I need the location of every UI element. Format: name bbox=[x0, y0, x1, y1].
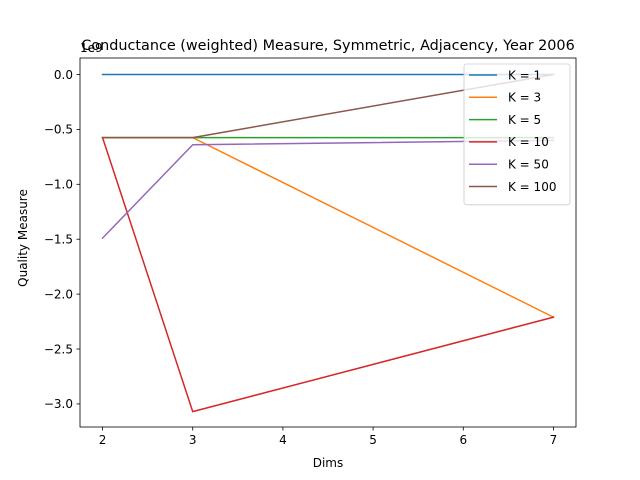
series-line-4 bbox=[101, 139, 555, 240]
y-axis-label: Quality Measure bbox=[16, 189, 30, 287]
y-tick-label: −2.0 bbox=[44, 287, 73, 301]
legend-label-3: K = 10 bbox=[508, 135, 549, 149]
y-tick-label: 0.0 bbox=[54, 68, 73, 82]
chart-title: Conductance (weighted) Measure, Symmetri… bbox=[81, 38, 575, 54]
x-tick-label: 2 bbox=[99, 433, 107, 447]
series-line-5 bbox=[101, 73, 555, 139]
legend: K = 1 K = 3 K = 5 K = 10 K = 50 K = 100 bbox=[463, 63, 571, 206]
x-axis-label: Dims bbox=[313, 456, 344, 470]
y-axis-offset-label: 1e9 bbox=[80, 41, 103, 55]
x-tick-label: 3 bbox=[189, 433, 197, 447]
y-tick-label: −1.0 bbox=[44, 178, 73, 192]
legend-label-1: K = 3 bbox=[508, 91, 541, 105]
plot-area-frame bbox=[79, 57, 577, 428]
y-tick-label: −2.5 bbox=[44, 342, 73, 356]
y-tick-label: −3.0 bbox=[44, 397, 73, 411]
legend-label-2: K = 5 bbox=[508, 113, 541, 127]
legend-label-4: K = 50 bbox=[508, 158, 549, 172]
x-tick-label: 4 bbox=[279, 433, 287, 447]
y-tick-label: −1.5 bbox=[44, 233, 73, 247]
ticks-layer: 2 3 4 5 6 7 0.0 −0.5 −1.0 −1.5 −2.0 −2.5 −3.0 bbox=[44, 68, 557, 447]
series-layer bbox=[101, 73, 555, 413]
x-tick-label: 5 bbox=[369, 433, 377, 447]
legend-label-5: K = 100 bbox=[508, 180, 556, 194]
legend-label-0: K = 1 bbox=[508, 68, 541, 82]
x-tick-label: 6 bbox=[459, 433, 467, 447]
x-tick-label: 7 bbox=[550, 433, 558, 447]
y-tick-label: −0.5 bbox=[44, 123, 73, 137]
series-line-3 bbox=[101, 136, 555, 413]
legend-frame bbox=[463, 63, 571, 206]
